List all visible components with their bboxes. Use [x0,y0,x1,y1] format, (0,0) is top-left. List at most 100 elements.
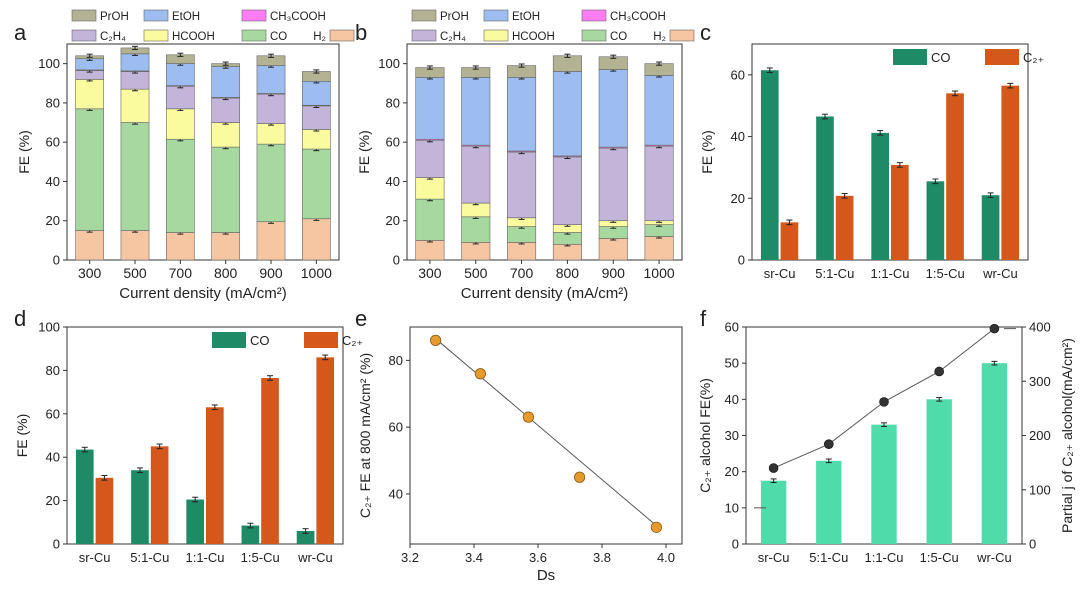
x-axis-label: Ds [537,567,555,584]
panel-d-ytick-label: 0 [53,537,60,552]
bar-a-hcooh-500 [120,88,150,123]
legend-label: CO [610,31,627,43]
line-point [768,463,779,473]
panel-b-ytick-label: 40 [386,174,400,189]
panel-a-ytick-label: 60 [46,135,60,150]
panel-a-ytick-label: 20 [46,213,60,228]
bar-a-h2-1000 [301,218,331,261]
y-axis-label: C₂₊ FE at 800 mA/cm² (%) [357,353,373,518]
bar-c-c2-1:5-Cu [946,93,964,260]
bar-a-hcooh-300 [75,79,105,110]
line-point [879,397,889,407]
legend-swatch [304,332,338,348]
bar-f-alcohol-1:1-Cu [871,424,897,544]
legend-label: EtOH [512,11,540,23]
bar-f-alcohol-sr-Cu [760,480,787,544]
bar-b-hcooh-300 [415,177,445,200]
x-tick-label: 1:5-Cu [920,550,959,565]
panel-c-ytick-label: 60 [731,67,745,82]
panel-e-ytick-label: 80 [389,353,403,368]
legend-label: CH₃COOH [270,11,326,23]
bar-a-hcooh-800 [211,122,241,148]
legend-swatch-etoh [143,9,169,22]
panel-f-ytick-label: 0 [732,537,739,552]
panel-f-ytick-label: 40 [725,392,739,407]
bar-b-c2h4-300 [415,139,445,178]
legend-label: C₂H₄ [100,31,126,43]
legend-swatch-co [581,29,607,42]
x-tick-label: wr-Cu [982,266,1018,281]
bar-f-alcohol-wr-Cu [981,363,1008,544]
y-axis-label: FE (%) [699,130,715,174]
bar-f-alcohol-5:1-Cu [816,460,842,544]
bar-d-co-1:5-Cu [241,525,260,544]
bar-c-co-5:1-Cu [816,116,834,260]
bar-a-c2h4-800 [211,97,241,123]
x-tick-label: 800 [556,265,580,281]
bar-b-co-700 [507,226,537,243]
x-tick-label: 700 [169,265,193,281]
panel-e-ytick-label: 40 [389,486,403,501]
bar-d-c2-1:5-Cu [261,377,279,544]
bar-a-h2-500 [120,230,150,261]
bar-b-c2h4-700 [507,151,537,219]
x-tick-label: 900 [259,265,283,281]
panel-d-ytick-label: 20 [46,493,60,508]
legend-swatch-etoh [483,9,509,22]
bar-a-h2-800 [211,232,241,261]
x-tick-label: 5:1-Cu [815,266,854,281]
panel-f-ytick-label: 20 [725,464,739,479]
x-tick-label: wr-Cu [976,550,1012,565]
bar-b-h2-900 [598,238,628,261]
legend-label: EtOH [172,11,200,23]
bar-a-h2-900 [256,221,286,261]
bar-a-etoh-900 [256,65,286,94]
scatter-point [474,368,486,380]
bar-b-co-500 [461,216,491,243]
bar-c-co-wr-Cu [981,195,1000,260]
legend-label: C₂₊ [342,333,363,348]
panel-label-c: c [700,20,711,45]
bar-c-c2-1:1-Cu [891,164,909,260]
scatter-point [429,334,442,346]
bar-b-c2h4-500 [461,145,491,204]
panel-d-ytick-label: 100 [38,320,60,335]
bar-b-etoh-800 [552,71,582,157]
panel-f-y2tick-label: 200 [1029,428,1051,443]
x-tick-label: 300 [78,265,102,281]
x-tick-label: 3.8 [593,550,611,565]
scatter-point [522,411,535,423]
panel-b-ytick-label: 80 [386,95,400,110]
panel-label-e: e [355,306,367,331]
bar-a-h2-300 [75,230,105,261]
panel-label-d: d [14,306,26,331]
legend-label: H₂ [653,31,666,43]
bar-a-co-500 [120,122,150,231]
legend-label: CO [931,50,951,65]
bar-d-co-5:1-Cu [131,470,149,544]
scatter-point [650,521,663,533]
bar-b-etoh-300 [415,77,445,140]
bar-a-hcooh-900 [256,123,286,145]
x-tick-label: 1000 [644,265,675,281]
bar-a-hcooh-1000 [301,129,331,150]
panel-c-ytick-label: 0 [738,253,745,268]
bar-b-h2-700 [507,242,537,261]
panel-b-ytick-label: 100 [378,56,400,71]
bar-f-alcohol-1:5-Cu [926,399,952,544]
legend-label: CH₃COOH [610,11,666,23]
x-tick-label: 3.2 [401,550,419,565]
bar-b-etoh-1000 [644,75,674,146]
bar-a-c2h4-1000 [301,105,331,130]
legend-label: C₂H₄ [440,31,466,43]
x-tick-label: 1:1-Cu [185,550,224,565]
plot-frame [66,43,340,261]
panel-a-ytick-label: 40 [46,174,60,189]
legend-label: CO [270,31,287,43]
bar-a-etoh-1000 [301,81,331,106]
bar-d-co-wr-Cu [296,530,315,544]
legend-label: C₂₊ [1023,50,1044,65]
bar-b-h2-500 [461,242,491,261]
legend-swatch-proh [71,9,97,22]
